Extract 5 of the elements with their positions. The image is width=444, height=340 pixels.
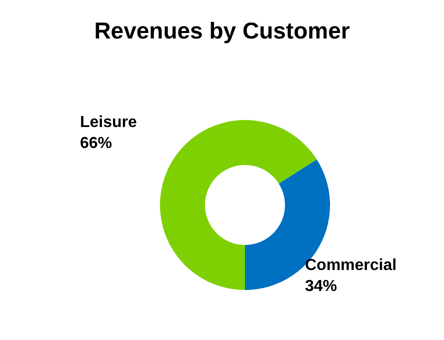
slice-label: Commercial: [305, 257, 397, 274]
slice-label: Leisure: [80, 114, 138, 131]
data-label: 34%: [305, 278, 338, 295]
chart-title: Revenues by Customer: [94, 18, 350, 44]
data-label: 66%: [80, 135, 112, 152]
